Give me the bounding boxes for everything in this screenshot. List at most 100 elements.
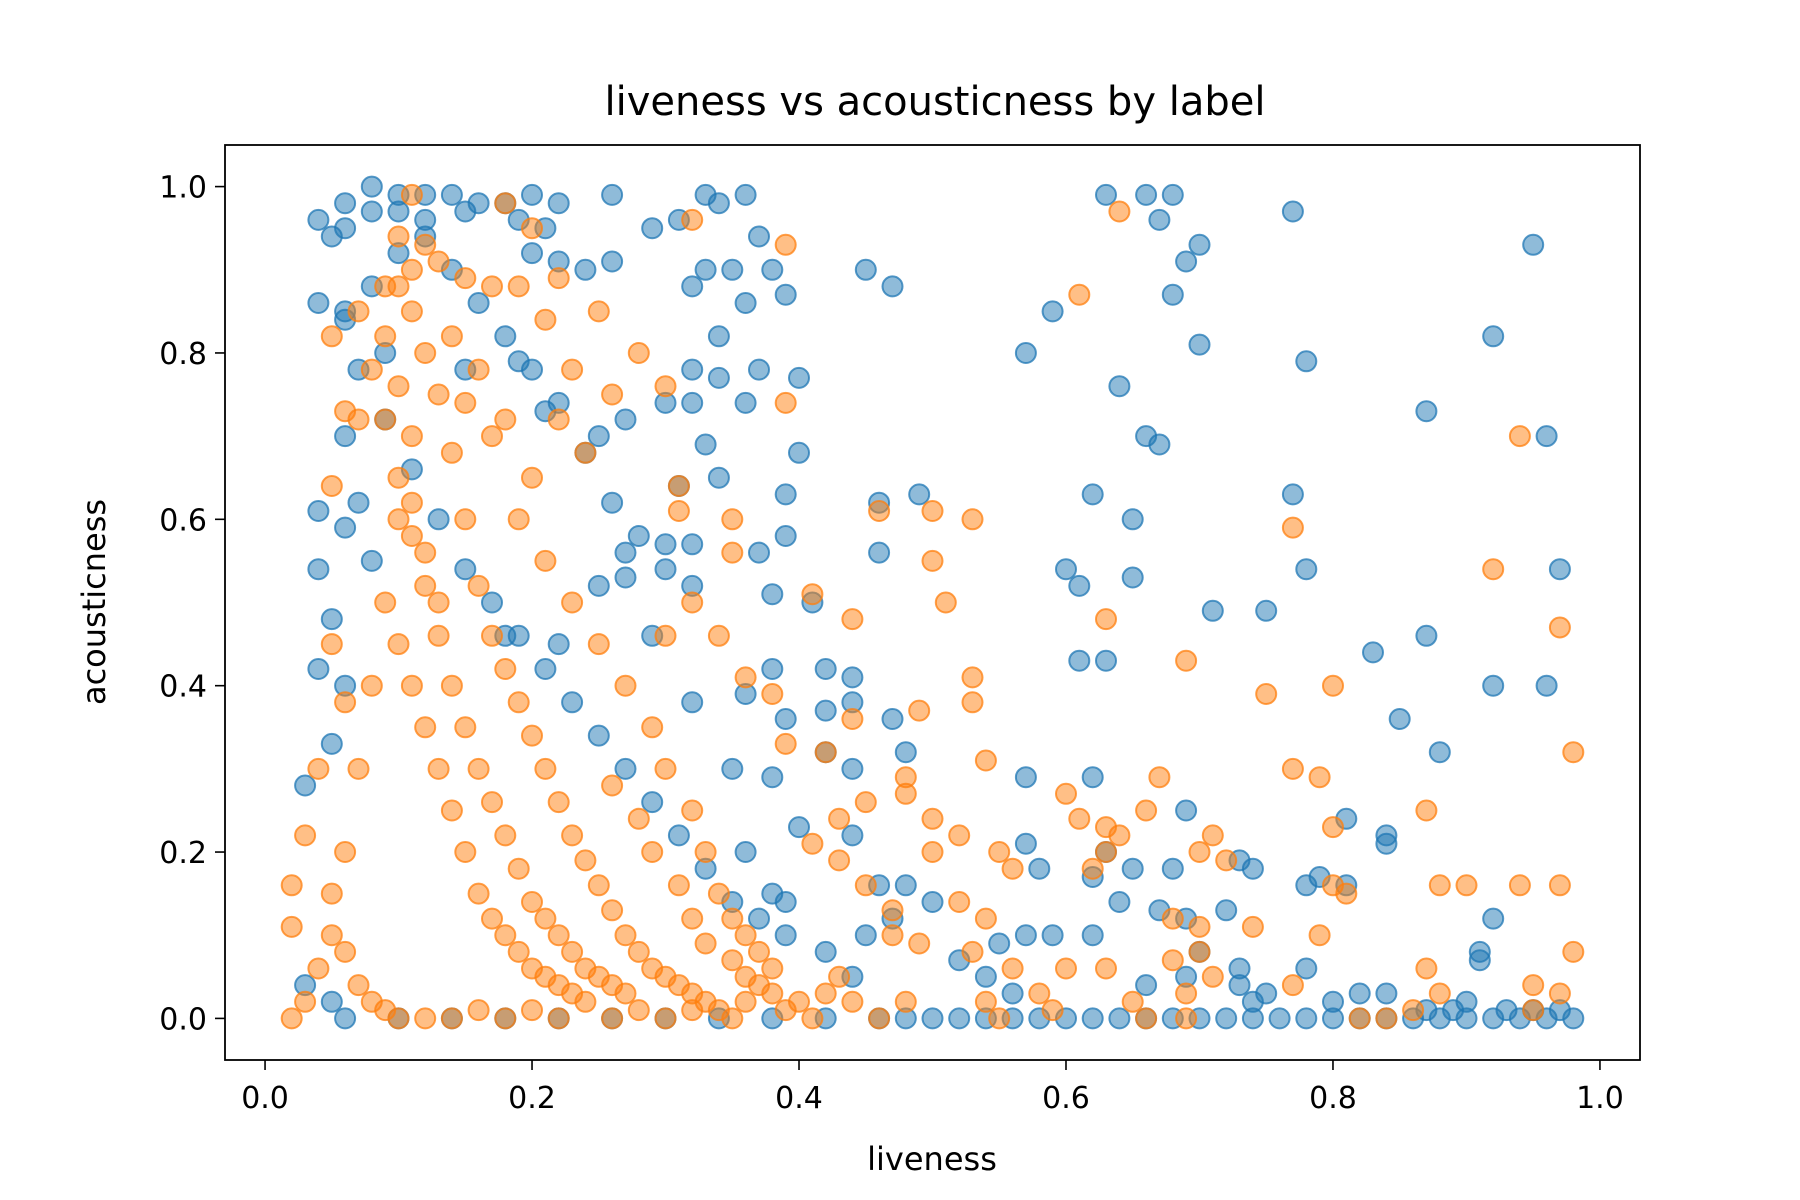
data-point xyxy=(1014,924,1037,947)
data-point xyxy=(721,258,744,281)
data-point xyxy=(627,999,650,1022)
data-point xyxy=(1522,974,1545,997)
data-point xyxy=(360,175,383,198)
data-point xyxy=(654,558,677,581)
data-point xyxy=(1028,857,1051,880)
data-point xyxy=(561,591,584,614)
data-point xyxy=(974,907,997,930)
data-point xyxy=(1108,375,1131,398)
data-point xyxy=(908,699,931,722)
data-point xyxy=(734,391,757,414)
data-point xyxy=(494,192,517,215)
data-point xyxy=(841,824,864,847)
data-point xyxy=(1308,924,1331,947)
data-point xyxy=(614,982,637,1005)
data-point xyxy=(707,882,730,905)
data-point xyxy=(414,208,437,231)
data-point xyxy=(988,841,1011,863)
data-point xyxy=(868,541,891,564)
data-point xyxy=(534,549,557,572)
data-point xyxy=(921,549,944,572)
data-point xyxy=(440,183,463,206)
data-point xyxy=(694,841,717,863)
data-point xyxy=(1068,283,1091,306)
data-point xyxy=(1201,599,1224,622)
data-point xyxy=(774,525,797,547)
data-point xyxy=(734,924,757,947)
data-point xyxy=(707,366,730,389)
data-point xyxy=(1428,741,1451,764)
data-point xyxy=(1428,874,1451,897)
data-point xyxy=(1121,566,1144,589)
data-point xyxy=(347,757,370,780)
data-point xyxy=(681,208,704,231)
data-point xyxy=(681,691,704,714)
data-point xyxy=(1562,741,1585,764)
data-point xyxy=(1068,574,1091,597)
data-point xyxy=(1388,708,1411,730)
data-point xyxy=(521,358,543,381)
data-point xyxy=(414,1007,437,1030)
data-point xyxy=(721,757,744,780)
data-point xyxy=(587,574,610,597)
data-point xyxy=(614,541,637,564)
data-point xyxy=(1201,965,1224,988)
data-point xyxy=(280,915,303,938)
data-point xyxy=(801,1007,824,1030)
data-point xyxy=(1455,990,1478,1013)
y-tick-label: 0.6 xyxy=(159,503,207,538)
data-point xyxy=(387,275,410,298)
data-point xyxy=(547,408,570,431)
data-point xyxy=(1081,483,1104,506)
data-point xyxy=(761,658,784,680)
data-point xyxy=(1148,433,1171,456)
data-point xyxy=(507,275,530,298)
data-point xyxy=(1148,766,1171,789)
data-point xyxy=(467,882,490,905)
data-point xyxy=(1095,957,1117,980)
data-point xyxy=(454,508,477,531)
data-point xyxy=(440,799,463,822)
data-point xyxy=(894,990,917,1013)
data-point xyxy=(1095,183,1117,206)
data-point xyxy=(1135,799,1158,822)
x-axis-label: liveness xyxy=(867,1140,997,1178)
data-point xyxy=(814,982,837,1005)
data-point xyxy=(1522,999,1545,1022)
data-point xyxy=(307,658,330,680)
data-point xyxy=(400,300,423,323)
data-point xyxy=(654,757,677,780)
data-point xyxy=(1548,982,1571,1005)
data-point xyxy=(1081,857,1104,880)
x-tick-label: 0.0 xyxy=(241,1081,289,1116)
data-point xyxy=(334,192,357,215)
data-point xyxy=(694,932,717,955)
data-point xyxy=(1201,824,1224,847)
data-point xyxy=(627,525,650,547)
data-point xyxy=(681,799,704,822)
data-point xyxy=(427,757,450,780)
data-point xyxy=(774,708,797,730)
data-point xyxy=(681,591,704,614)
data-point xyxy=(467,999,490,1022)
data-point xyxy=(868,500,891,522)
data-point xyxy=(734,990,757,1013)
data-point xyxy=(1415,799,1438,822)
data-point xyxy=(387,466,410,489)
data-point xyxy=(627,940,650,963)
data-point xyxy=(854,874,877,897)
x-tick-label: 0.2 xyxy=(508,1081,556,1116)
data-point xyxy=(1548,558,1571,581)
data-point xyxy=(1375,982,1398,1005)
data-point xyxy=(1535,674,1558,697)
data-point xyxy=(801,583,824,606)
data-point xyxy=(988,1007,1011,1030)
data-point xyxy=(1068,649,1091,672)
data-point xyxy=(547,791,570,814)
data-point xyxy=(360,358,383,381)
data-point xyxy=(1482,325,1505,348)
data-point xyxy=(961,940,984,963)
data-point xyxy=(1014,766,1037,789)
data-point xyxy=(601,383,624,406)
data-point xyxy=(587,425,610,448)
